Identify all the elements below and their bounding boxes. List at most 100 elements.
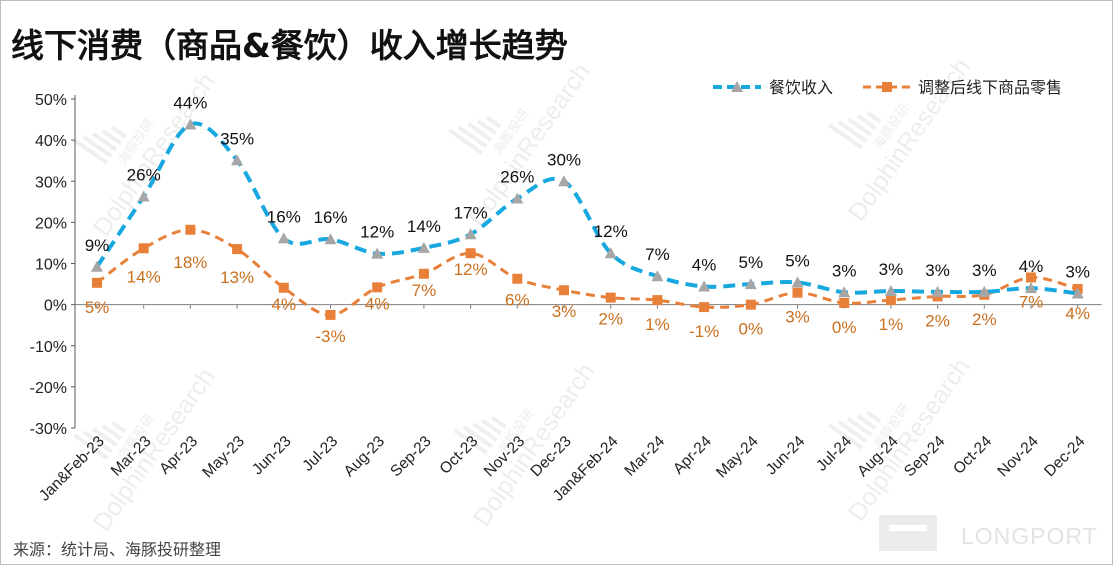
dining-revenue-label: 5% (739, 253, 764, 272)
dining-revenue-point (464, 228, 477, 240)
dining-revenue-label: 9% (85, 236, 110, 255)
dining-revenue-label: 12% (594, 222, 628, 241)
y-tick-label: -20% (30, 380, 67, 397)
watermark-bar (481, 419, 502, 435)
legend-marker-retail (882, 82, 892, 92)
watermark-bar (828, 123, 864, 150)
dining-revenue-label: 7% (645, 245, 670, 264)
x-tick-label: Nov-24 (994, 433, 1042, 481)
brand-logo-icon (879, 515, 937, 551)
brand-logo-text: LONGPORT (961, 523, 1098, 549)
offline-goods-retail-point (92, 277, 102, 288)
offline-goods-retail-point (559, 285, 569, 296)
offline-goods-retail-label: 18% (173, 253, 207, 272)
offline-goods-retail-label: 3% (785, 308, 810, 327)
dining-revenue-label: 26% (127, 165, 161, 184)
offline-goods-retail-label: 2% (925, 311, 950, 330)
dining-revenue-point (1071, 287, 1084, 299)
dining-revenue-point (838, 286, 851, 298)
offline-goods-retail-label: 4% (272, 295, 297, 314)
offline-goods-retail-label: 7% (1019, 292, 1044, 311)
watermark-bar (101, 129, 122, 145)
dining-revenue-point (417, 241, 430, 253)
chart-title: 线下消费（商品&餐饮）收入增长趋势 (11, 26, 568, 65)
watermark-bar (847, 417, 873, 437)
source-note: 来源：统计局、海豚投研整理 (13, 540, 222, 559)
watermark-bar (856, 114, 877, 130)
watermark-bar (847, 117, 873, 137)
dining-revenue-label: 3% (879, 260, 904, 279)
offline-goods-retail-point (465, 248, 476, 259)
dining-revenue-label: 3% (972, 261, 997, 280)
watermark-bar (491, 415, 507, 429)
offline-goods-retail-point (1026, 272, 1036, 283)
dining-revenue-point (137, 190, 150, 202)
offline-goods-retail-label: 4% (1065, 304, 1090, 323)
dining-revenue-label: 12% (360, 223, 394, 242)
y-tick-label: 50% (35, 92, 67, 109)
x-tick-label: Jul-23 (299, 433, 341, 475)
x-tick-label: May-23 (199, 433, 248, 482)
dining-revenue-label: 35% (220, 129, 254, 148)
offline-goods-retail-point (652, 295, 663, 306)
offline-goods-retail-label: 1% (645, 315, 670, 334)
dining-revenue-point (324, 233, 337, 245)
dining-revenue-label: 4% (692, 256, 717, 275)
legend-marker-dining (731, 81, 743, 92)
data-labels: 9% 26% 44% 35% 16% 16% 12% 14% 17% 26% 30% 12% 7% 4% 5… (85, 93, 1090, 345)
offline-goods-retail-label: -3% (315, 327, 345, 346)
y-tick-label: 10% (35, 257, 67, 274)
x-tick-label: Jun-24 (763, 433, 809, 479)
x-tick-label: Dec-24 (1041, 433, 1089, 481)
dining-revenue-point (884, 285, 897, 297)
dining-revenue-point (978, 285, 991, 297)
dining-revenue-label: 16% (313, 208, 347, 227)
dining-revenue-point (604, 247, 617, 259)
watermark-bar (866, 410, 882, 424)
dining-revenue-label: 16% (267, 207, 301, 226)
x-tick-label: Sep-23 (387, 433, 434, 480)
dining-revenue-point (698, 280, 711, 292)
offline-goods-retail-point (185, 224, 196, 235)
watermark-bar (73, 138, 109, 165)
watermark-bar (453, 428, 489, 455)
dining-revenue-label: 44% (173, 93, 207, 112)
x-tick-label: May-24 (713, 433, 762, 482)
x-tick-label: Jan&Feb-23 (36, 433, 108, 505)
dining-revenue-label: 17% (454, 203, 488, 222)
dining-revenue-label: 3% (832, 261, 857, 280)
offline-goods-retail-point (418, 268, 429, 279)
offline-goods-retail-label: 0% (832, 318, 857, 337)
dining-revenue-label: 30% (547, 150, 581, 169)
watermark-bar (101, 424, 122, 440)
offline-goods-retail-point (278, 282, 289, 293)
watermark-bar (866, 110, 882, 124)
offline-goods-retail-label: 14% (127, 267, 161, 286)
watermark-bar (476, 119, 497, 135)
dining-revenue-label: 14% (407, 217, 441, 236)
legend: 餐饮收入 调整后线下商品零售 (713, 78, 1062, 97)
dining-revenue-label: 26% (500, 168, 534, 187)
dining-revenue-label: 3% (925, 261, 950, 280)
x-tick-label: Mar-24 (621, 433, 668, 480)
x-tick-label: Aug-23 (341, 433, 388, 480)
y-tick-label: 30% (35, 174, 67, 191)
offline-goods-retail-label: 7% (412, 281, 437, 300)
dining-revenue-point (1025, 282, 1037, 294)
watermark-bar (457, 125, 488, 149)
series-layer (91, 118, 1084, 320)
watermark-bar (462, 425, 493, 449)
offline-goods-retail-label: 2% (972, 310, 997, 329)
offline-goods-retail-label: 6% (505, 291, 530, 310)
y-tick-label: -30% (30, 421, 67, 438)
dining-revenue-point (651, 270, 664, 282)
offline-goods-retail-label: 0% (739, 320, 764, 339)
brand-logo: LONGPORT (879, 515, 1104, 555)
offline-goods-retail-point (885, 295, 896, 306)
watermark-bar (111, 420, 127, 434)
dining-revenue-point (744, 278, 757, 290)
